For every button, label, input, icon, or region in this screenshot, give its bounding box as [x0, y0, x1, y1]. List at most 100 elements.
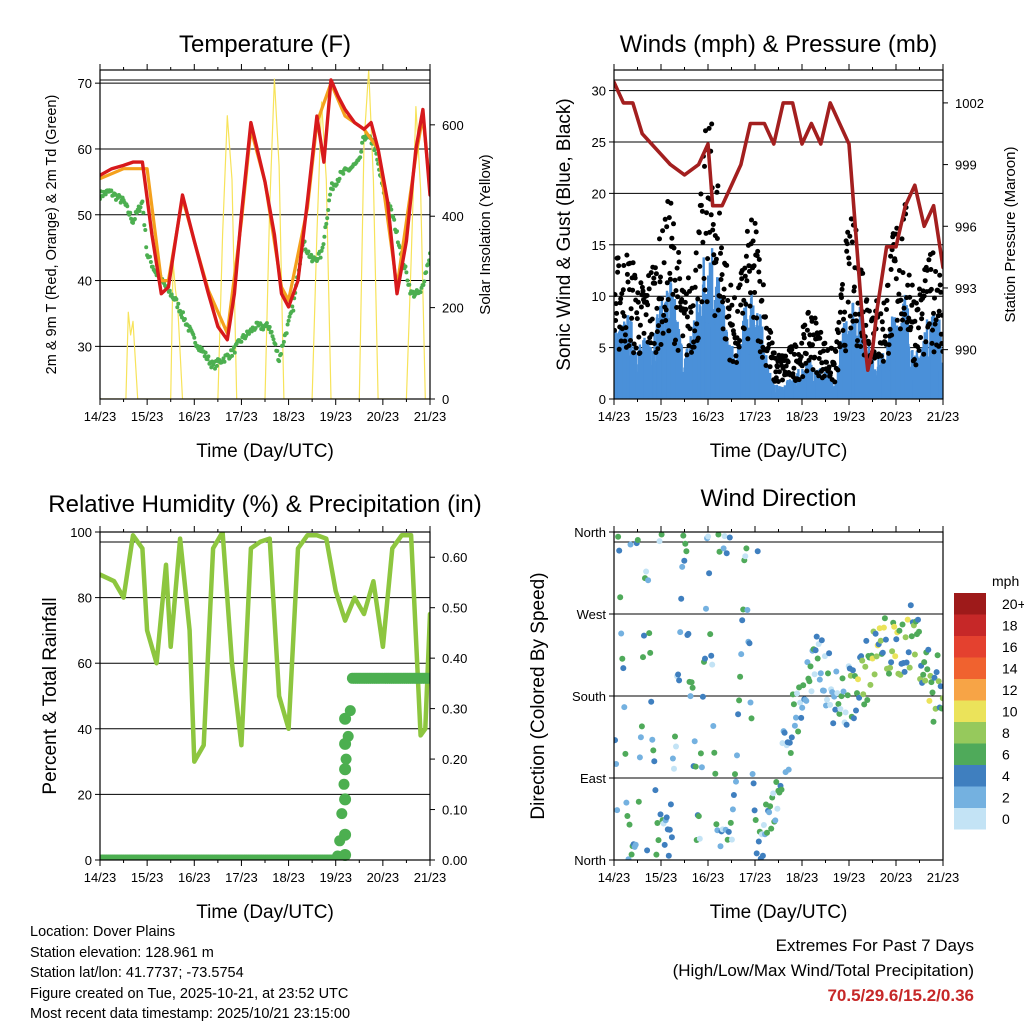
direction-point — [807, 663, 814, 670]
direction-point — [619, 655, 626, 662]
dewpoint-point — [411, 289, 415, 294]
direction-point — [766, 809, 773, 816]
direction-point — [703, 605, 709, 612]
plot-border — [99, 531, 431, 861]
precip-jump-point — [339, 737, 352, 750]
precip-point — [336, 808, 348, 820]
direction-point — [808, 688, 815, 695]
direction-point — [634, 537, 641, 543]
gust-point — [783, 353, 789, 359]
gust-point — [847, 233, 853, 239]
direction-point — [931, 674, 938, 681]
gust-point — [649, 331, 655, 337]
direction-point — [742, 553, 749, 560]
gust-point — [651, 275, 657, 281]
direction-point — [747, 699, 754, 706]
x-tick-label: 20/23 — [367, 409, 400, 424]
gust-point — [898, 297, 904, 303]
direction-point — [696, 835, 703, 842]
direction-point — [649, 736, 656, 743]
direction-point — [897, 671, 904, 678]
gust-point — [661, 260, 667, 266]
direction-point — [658, 532, 665, 538]
gust-point — [614, 292, 618, 298]
gust-point — [729, 302, 735, 308]
direction-point — [676, 677, 683, 684]
direction-point — [888, 659, 895, 666]
direction-point — [640, 654, 646, 661]
gust-point — [705, 256, 711, 262]
legend-swatch — [954, 593, 986, 615]
x-tick-label: 21/23 — [414, 409, 447, 424]
gust-point — [783, 363, 789, 369]
gust-point — [641, 330, 647, 336]
direction-point — [928, 679, 935, 686]
dewpoint-point — [128, 210, 133, 215]
dewpoint-point — [137, 209, 142, 213]
direction-point — [800, 682, 807, 689]
gust-point — [630, 260, 636, 266]
direction-point — [854, 690, 860, 697]
gust-point — [847, 313, 853, 319]
y-tick-label: 20 — [78, 787, 92, 802]
dewpoint-point — [169, 292, 174, 297]
gust-point — [804, 327, 810, 333]
gust-point — [617, 300, 623, 306]
gust-point — [923, 339, 929, 345]
gust-point — [721, 295, 727, 300]
y-right-tick-label: 0.60 — [442, 550, 467, 565]
gust-point — [900, 317, 905, 323]
gust-point — [657, 236, 662, 242]
direction-point — [746, 640, 753, 647]
gust-point — [812, 354, 818, 360]
dewpoint-point — [140, 199, 145, 204]
gust-point — [739, 276, 745, 282]
gust-point — [809, 318, 815, 324]
gust-point — [776, 369, 782, 375]
gust-point — [835, 330, 841, 336]
direction-point — [683, 548, 690, 555]
direction-point — [843, 721, 850, 728]
direction-point — [727, 819, 734, 826]
gust-point — [624, 252, 630, 258]
gust-point — [799, 363, 805, 369]
gust-point — [699, 299, 705, 305]
direction-point — [905, 649, 912, 656]
direction-point — [695, 813, 702, 820]
y-tick-label: 5 — [599, 341, 606, 356]
gust-point — [878, 311, 884, 317]
gust-point — [635, 290, 641, 296]
dewpoint-point — [134, 211, 139, 215]
gust-point — [802, 322, 808, 328]
direction-point — [641, 632, 647, 639]
gust-point — [675, 294, 681, 300]
gust-point — [930, 327, 935, 333]
dewpoint-point — [150, 264, 155, 269]
dewpoint-point — [148, 254, 152, 259]
gust-point — [671, 245, 677, 251]
direction-point — [652, 787, 659, 794]
direction-point — [794, 690, 800, 697]
direction-point — [916, 628, 922, 635]
gust-point — [879, 319, 885, 325]
gust-point — [775, 379, 781, 384]
gust-point — [614, 327, 617, 333]
gust-point — [860, 270, 866, 276]
dewpoint-point — [142, 223, 147, 228]
plot-border — [613, 69, 944, 400]
gust-point — [660, 228, 666, 234]
gust-point — [614, 318, 619, 323]
gust-point — [693, 267, 699, 273]
dewpoint-point — [418, 290, 423, 295]
gust-point — [729, 322, 735, 328]
x-tick-label: 19/23 — [833, 870, 866, 885]
direction-point — [738, 651, 745, 658]
gust-point — [692, 284, 698, 290]
gust-point — [653, 350, 659, 355]
x-axis-label: Time (Day/UTC) — [710, 902, 848, 923]
direction-point — [778, 786, 785, 793]
gust-point — [621, 263, 627, 268]
gust-point — [758, 339, 764, 345]
gust-point — [631, 350, 637, 356]
direction-point — [637, 734, 644, 741]
